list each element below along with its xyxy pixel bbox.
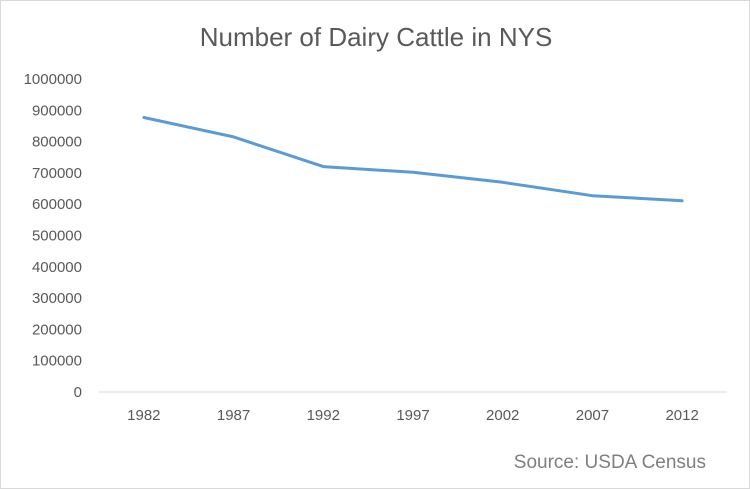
source-annotation: Source: USDA Census [514, 452, 706, 473]
x-tick-label: 2002 [486, 407, 519, 424]
chart-title: Number of Dairy Cattle in NYS [200, 22, 553, 52]
y-tick-label: 600000 [32, 196, 82, 213]
y-tick-label: 500000 [32, 228, 82, 245]
x-tick-label: 1997 [396, 407, 429, 424]
y-tick-label: 300000 [32, 290, 82, 307]
series-line-dairy-cattle [142, 116, 684, 203]
x-tick-label: 2012 [665, 407, 698, 424]
y-tick-label: 800000 [32, 134, 82, 151]
x-tick-label: 2007 [576, 407, 609, 424]
y-tick-label: 400000 [32, 259, 82, 276]
y-tick-label: 200000 [32, 321, 82, 338]
x-axis-tick-labels: 1982 1987 1992 1997 2002 2007 2012 [127, 407, 699, 424]
y-tick-label: 900000 [32, 102, 82, 119]
x-tick-label: 1987 [217, 407, 250, 424]
y-tick-label: 1000000 [24, 71, 82, 88]
y-tick-label: 100000 [32, 353, 82, 370]
x-tick-label: 1982 [127, 407, 160, 424]
y-axis-tick-labels: 0 100000 200000 300000 400000 500000 600000 700… [24, 71, 82, 401]
x-tick-label: 1992 [307, 407, 340, 424]
y-tick-label: 0 [74, 384, 82, 401]
y-tick-label: 700000 [32, 165, 82, 182]
